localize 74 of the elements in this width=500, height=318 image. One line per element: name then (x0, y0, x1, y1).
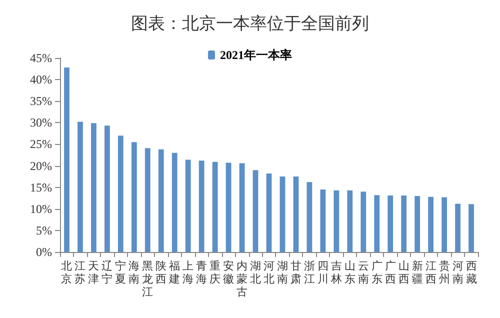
y-tick-label: 25% (30, 137, 52, 152)
bar (334, 190, 340, 252)
x-tick-label: 青海 (196, 260, 208, 286)
bar (212, 162, 218, 252)
x-tick-label: 广东 (371, 260, 382, 286)
x-tick-label: 山西 (398, 260, 410, 286)
bar (455, 204, 460, 252)
bar (293, 176, 299, 252)
x-tick-label: 山东 (344, 260, 356, 286)
x-tick-label: 宁夏 (115, 260, 126, 286)
y-tick-label: 10% (30, 202, 52, 216)
chart-title: 图表：北京一本率位于全国前列 (131, 14, 369, 33)
bar (198, 160, 204, 252)
x-tick-label: 安徽 (223, 260, 234, 286)
x-tick-label: 上海 (182, 260, 194, 286)
bar (144, 148, 150, 252)
bar (266, 174, 272, 252)
x-tick-label: 北京 (61, 260, 72, 286)
bar (118, 136, 124, 252)
bar (104, 126, 110, 252)
bar (388, 196, 394, 252)
bar (91, 123, 96, 252)
x-tick-label: 河南 (452, 260, 464, 286)
bar (374, 195, 380, 252)
bar (320, 189, 326, 252)
bar (78, 122, 83, 252)
bar (360, 192, 366, 252)
bar (158, 149, 164, 252)
x-tick-label: 云南 (358, 260, 369, 286)
bar (131, 142, 137, 252)
y-tick-label: 15% (30, 180, 52, 194)
x-tick-label: 陕西 (156, 260, 167, 286)
y-tick-label: 30% (30, 116, 52, 130)
y-tick-label: 35% (30, 94, 52, 108)
x-tick-label: 四川 (317, 260, 328, 286)
bar (428, 196, 434, 252)
x-tick-label: 贵州 (438, 260, 450, 286)
y-tick-label: 0% (36, 245, 52, 259)
bar (226, 162, 232, 252)
bar (306, 182, 312, 252)
y-tick-label: 20% (30, 158, 52, 173)
bar (64, 67, 70, 252)
bar (414, 196, 420, 252)
x-tick-label: 江西 (425, 260, 436, 286)
x-tick-label: 重庆 (210, 260, 221, 286)
x-tick-label: 西藏 (466, 260, 477, 286)
legend-label: 2021年一本率 (220, 48, 292, 62)
x-tick-label: 浙江 (304, 260, 315, 286)
x-tick-label: 吉林 (330, 260, 342, 286)
x-tick-label: 江苏 (74, 260, 86, 286)
bar (280, 176, 286, 252)
x-tick-label: 湖南 (276, 260, 288, 286)
bar (252, 170, 258, 252)
x-tick-label: 黑龙江 (142, 260, 154, 298)
x-tick-label: 福建 (168, 260, 180, 286)
x-tick-label: 海南 (128, 260, 140, 286)
x-tick-label: 甘肃 (290, 260, 302, 286)
x-tick-label: 天津 (88, 260, 100, 286)
x-tick-label: 辽宁 (102, 260, 113, 286)
x-tick-label: 河北 (264, 260, 274, 286)
bar (442, 197, 447, 252)
bar (401, 196, 407, 252)
x-tick-label: 广西 (384, 260, 396, 286)
x-tick-label: 湖北 (250, 260, 262, 286)
bar (239, 163, 245, 252)
bar (468, 204, 474, 252)
bar (347, 190, 353, 252)
bar (172, 152, 178, 252)
bar (185, 160, 191, 252)
x-tick-label: 内蒙古 (236, 260, 248, 298)
x-tick-label: 新疆 (412, 260, 423, 286)
y-tick-label: 45% (30, 51, 52, 65)
y-tick-label: 5% (36, 223, 52, 238)
y-tick-label: 40% (30, 72, 52, 87)
